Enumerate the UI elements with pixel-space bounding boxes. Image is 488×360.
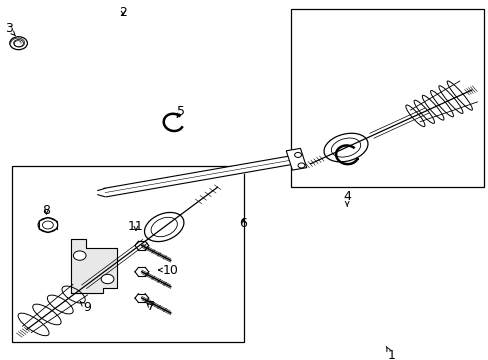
Text: 8: 8: [42, 204, 50, 217]
Text: 7: 7: [146, 300, 154, 313]
Bar: [285, 148, 306, 170]
Text: 9: 9: [80, 301, 91, 314]
Text: 11: 11: [128, 220, 143, 233]
Text: 6: 6: [239, 217, 247, 230]
Text: 5: 5: [177, 105, 184, 118]
Text: 4: 4: [343, 190, 350, 206]
Circle shape: [73, 251, 86, 260]
Text: 10: 10: [158, 264, 178, 276]
Bar: [12, 166, 244, 342]
Bar: [290, 9, 483, 187]
Text: 2: 2: [119, 6, 127, 19]
Text: 1: 1: [386, 346, 394, 360]
Text: 3: 3: [5, 22, 16, 36]
Polygon shape: [71, 239, 117, 293]
Circle shape: [101, 274, 114, 284]
